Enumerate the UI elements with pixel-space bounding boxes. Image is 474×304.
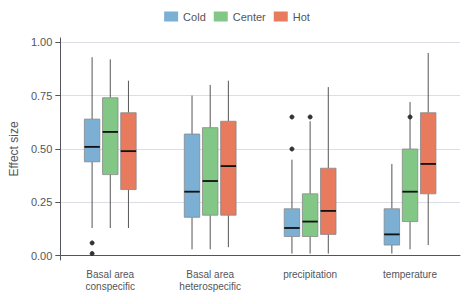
svg-text:heterospecific: heterospecific (179, 281, 241, 292)
svg-text:1.00: 1.00 (31, 36, 52, 48)
svg-text:Center: Center (233, 11, 266, 23)
svg-text:temperature: temperature (383, 269, 437, 280)
svg-text:Basal area: Basal area (186, 269, 234, 280)
svg-text:0.25: 0.25 (31, 196, 52, 208)
svg-text:precipitation: precipitation (283, 269, 337, 280)
svg-text:0.75: 0.75 (31, 90, 52, 102)
svg-text:0.00: 0.00 (31, 250, 52, 262)
svg-text:conspecific: conspecific (86, 281, 135, 292)
svg-text:0.50: 0.50 (31, 143, 52, 155)
svg-text:Hot: Hot (293, 11, 310, 23)
svg-text:Cold: Cold (183, 11, 206, 23)
svg-text:Basal area: Basal area (86, 269, 134, 280)
svg-text:Effect size: Effect size (7, 121, 21, 176)
